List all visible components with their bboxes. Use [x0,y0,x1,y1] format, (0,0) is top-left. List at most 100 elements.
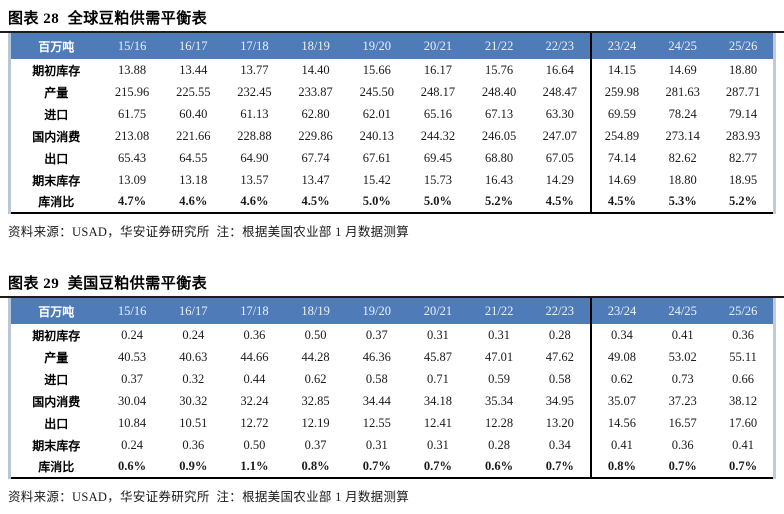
value-cell: 74.14 [589,147,653,169]
value-cell: 244.32 [420,128,456,143]
unit-header-cell: 百万吨 [9,298,102,324]
value-cell: 0.41 [732,437,755,452]
value-cell: 0.31 [427,327,449,342]
value-cell: 82.62 [668,150,697,165]
row-label-cell: 进口 [44,107,69,122]
value-cell: 14.56 [589,412,653,434]
year-header-cell: 24/25 [652,33,714,59]
value-cell: 30.32 [179,393,208,408]
value-cell: 45.87 [423,349,452,364]
value-cell: 0.6% [485,459,514,473]
value-cell: 12.19 [301,415,330,430]
value-cell: 61.13 [240,106,269,121]
year-header-cell: 23/24 [589,33,653,59]
value-cell: 0.24 [121,327,144,342]
year-header-cell: 15/16 [101,298,163,324]
value-cell: 40.53 [118,349,147,364]
value-cell: 248.17 [420,84,456,99]
table-row: 期初库存 0.24 0.24 0.36 0.50 0.37 0.31 0.31 0.28 0.34… [10,324,775,346]
value-cell: 38.12 [729,393,758,408]
value-cell: 40.63 [179,349,208,364]
value-cell: 15.73 [423,172,452,187]
row-label-cell: 国内消费 [32,394,81,409]
value-cell: 10.84 [118,415,147,430]
value-cell: 78.24 [668,106,697,121]
header-row: 百万吨 15/16 16/17 17/18 18/19 19/20 20/21 21/22 22… [9,298,775,324]
value-cell: 246.05 [481,128,517,143]
year-header-cell: 24/25 [652,298,714,324]
value-cell: 14.69 [668,62,697,77]
value-cell: 64.90 [240,150,269,165]
value-cell: 44.28 [301,349,330,364]
value-cell: 0.7% [729,459,758,473]
us-soymeal-balance-table: 百万吨 15/16 16/17 17/18 18/19 19/20 20/21 21/22 22… [8,298,776,479]
row-label-cell: 库消比 [38,195,75,209]
value-cell: 0.7% [668,459,697,473]
value-cell: 16.17 [423,62,452,77]
row-label-cell: 进口 [44,372,69,387]
value-cell: 14.69 [589,169,653,191]
figure-28-section: 图表 28 全球豆粕供需平衡表 百万吨 15/16 16/17 17/18 18/19 1… [0,5,784,240]
value-cell: 0.9% [179,459,208,473]
value-cell: 0.28 [548,327,571,342]
value-cell: 34.18 [423,393,452,408]
value-cell: 16.64 [545,62,574,77]
value-cell: 229.86 [298,128,333,143]
value-cell: 60.40 [179,106,208,121]
value-cell: 55.11 [729,349,757,364]
value-cell: 18.80 [668,172,697,187]
value-cell: 1.1% [240,459,269,473]
value-cell: 13.09 [118,172,147,187]
value-cell: 233.87 [298,84,333,99]
row-label-cell: 期初库存 [32,63,81,78]
value-cell: 13.18 [179,172,208,187]
value-cell: 225.55 [176,84,211,99]
value-cell: 0.7% [545,459,574,473]
value-cell: 0.36 [671,437,694,452]
year-header-cell: 16/17 [162,33,224,59]
figure-29-title: 图表 29 美国豆粕供需平衡表 [8,276,208,292]
value-cell: 49.08 [589,346,653,368]
table-row: 产量 215.96 225.55 232.45 233.87 245.50 248.17 24… [10,81,775,103]
value-cell: 13.88 [118,62,147,77]
value-cell: 0.31 [427,437,449,452]
row-label-cell: 期末库存 [32,173,81,188]
value-cell: 0.50 [243,437,266,452]
table-row: 出口 10.84 10.51 12.72 12.19 12.55 12.41 12.28 13.… [10,412,775,434]
value-cell: 0.28 [488,437,511,452]
row-label-cell: 产量 [44,85,69,100]
value-cell: 221.66 [176,128,211,143]
value-cell: 62.80 [301,106,330,121]
table-row: 进口 0.37 0.32 0.44 0.62 0.58 0.71 0.59 0.58 0.62 0.… [10,368,775,390]
value-cell: 67.13 [485,106,514,121]
value-cell: 35.34 [485,393,514,408]
value-cell: 34.95 [545,393,574,408]
value-cell: 0.8% [301,459,330,473]
value-cell: 213.08 [114,128,150,143]
value-cell: 0.71 [427,371,449,386]
table-row: 进口 61.75 60.40 61.13 62.80 62.01 65.16 67.13 63.… [10,103,775,125]
value-cell: 245.50 [359,84,394,99]
value-cell: 0.36 [243,327,266,342]
value-cell: 47.01 [485,349,514,364]
value-cell: 16.57 [668,415,697,430]
year-header-cell: 19/20 [346,298,408,324]
value-cell: 247.07 [542,128,577,143]
value-cell: 0.37 [365,327,388,342]
value-cell: 0.36 [732,327,755,342]
value-cell: 5.2% [729,194,758,208]
value-cell: 64.55 [179,150,208,165]
value-cell: 16.43 [485,172,514,187]
value-cell: 13.57 [240,172,269,187]
value-cell: 0.31 [488,327,511,342]
value-cell: 0.36 [182,437,205,452]
value-cell: 0.66 [732,371,755,386]
table-row: 国内消费 30.04 30.32 32.24 32.85 34.44 34.18 35.34 3… [10,390,775,412]
value-cell: 0.62 [304,371,327,386]
value-cell: 0.37 [304,437,327,452]
value-cell: 53.02 [668,349,697,364]
header-row: 百万吨 15/16 16/17 17/18 18/19 19/20 20/21 21/22 22… [9,33,775,59]
year-header-cell: 17/18 [223,33,286,59]
value-cell: 281.63 [665,84,700,99]
